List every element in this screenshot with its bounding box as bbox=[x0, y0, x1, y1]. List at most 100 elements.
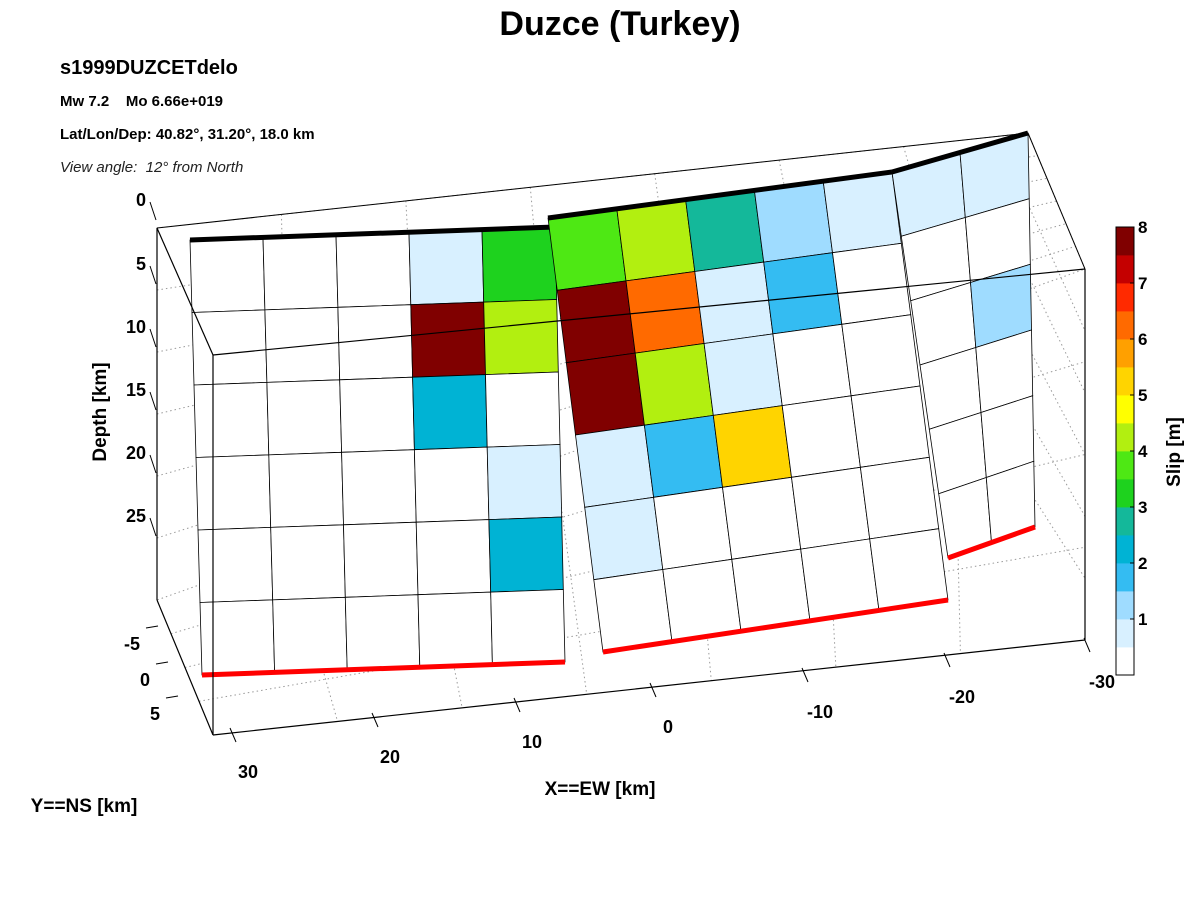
x-tick-label: 10 bbox=[522, 732, 542, 752]
slip-patch bbox=[412, 374, 488, 451]
z-tick-mark bbox=[149, 391, 157, 411]
slip-patch bbox=[413, 446, 490, 523]
colorbar-tick-label: 5 bbox=[1138, 386, 1147, 405]
z-tick-label: 5 bbox=[136, 254, 146, 274]
slip-patch bbox=[685, 189, 765, 272]
slip-patch bbox=[339, 376, 415, 453]
box-edge bbox=[1027, 132, 1086, 270]
slip-patch bbox=[547, 208, 627, 291]
slip-patch bbox=[264, 306, 341, 383]
z-tick-mark bbox=[149, 328, 157, 348]
magnitude-label: Mw 7.2 Mo 6.66e+019 bbox=[60, 93, 223, 110]
view-angle-label: View angle: 12° from North bbox=[60, 159, 243, 176]
x-tick-label: -10 bbox=[807, 702, 833, 722]
slip-patch bbox=[731, 548, 811, 632]
colorbar-step bbox=[1116, 255, 1134, 284]
slip-patch bbox=[694, 261, 774, 344]
slip-patch bbox=[556, 280, 636, 364]
slip-patch bbox=[616, 199, 696, 282]
x-tick-mark bbox=[371, 712, 379, 728]
slip-patch bbox=[753, 180, 833, 263]
slip-patch bbox=[634, 343, 714, 426]
fault-top-trace bbox=[891, 130, 1029, 175]
fault-top-trace bbox=[189, 224, 556, 243]
z-tick-label: 25 bbox=[126, 506, 146, 526]
colorbar-step bbox=[1116, 563, 1134, 592]
x-tick-mark bbox=[229, 727, 237, 743]
slip-patch bbox=[763, 252, 843, 335]
z-tick-mark bbox=[149, 454, 157, 474]
slip-patch bbox=[703, 333, 783, 416]
x-tick-label: 30 bbox=[238, 762, 258, 782]
colorbar-tick-label: 4 bbox=[1138, 442, 1148, 461]
y-axis-ticks: -505 bbox=[124, 625, 179, 724]
slip-patch bbox=[781, 395, 861, 478]
slip-patch bbox=[859, 456, 940, 540]
x-tick-label: -20 bbox=[949, 687, 975, 707]
y-tick-mark bbox=[155, 661, 169, 665]
slip-patch bbox=[643, 414, 723, 498]
colorbar-step bbox=[1116, 227, 1134, 256]
slip-patch bbox=[483, 299, 559, 376]
slip-patch bbox=[337, 304, 414, 381]
colorbar-step bbox=[1116, 479, 1134, 508]
y-tick-label: 0 bbox=[140, 670, 150, 690]
event-id-label: s1999DUZCETdelo bbox=[60, 57, 238, 79]
slip-patch bbox=[189, 236, 266, 313]
x-tick-mark bbox=[649, 682, 657, 698]
slip-patch bbox=[341, 449, 417, 526]
slip-patch bbox=[270, 524, 346, 601]
box-edge bbox=[156, 132, 1029, 229]
slip-patch bbox=[344, 594, 421, 671]
fault-bottom-edge bbox=[201, 659, 566, 678]
slip-patch bbox=[653, 486, 733, 570]
colorbar-step bbox=[1116, 451, 1134, 480]
colorbar: 1 2 3 4 5 6 7 8 bbox=[1115, 218, 1148, 676]
x-tick-label: -30 bbox=[1089, 672, 1115, 692]
slip-patch bbox=[488, 516, 564, 593]
colorbar-step bbox=[1116, 395, 1134, 424]
side-gridline bbox=[1027, 203, 1086, 332]
x-tick-mark bbox=[513, 697, 521, 713]
side-gridline bbox=[1027, 275, 1086, 393]
slip-patch bbox=[800, 538, 880, 622]
floor-gridline bbox=[198, 546, 1086, 702]
colorbar-step bbox=[1116, 283, 1134, 312]
z-tick-mark bbox=[149, 201, 157, 221]
colorbar-tick-label: 8 bbox=[1138, 218, 1147, 237]
slip-patch bbox=[193, 381, 270, 458]
colorbar-step bbox=[1116, 311, 1134, 340]
slip-patch bbox=[791, 466, 871, 550]
side-gridline bbox=[1027, 488, 1086, 579]
slip-patch bbox=[335, 231, 412, 308]
x-axis-label: X==EW [km] bbox=[545, 779, 656, 800]
z-tick-label: 0 bbox=[136, 190, 146, 210]
box-edge bbox=[156, 227, 214, 356]
colorbar-tick-label: 6 bbox=[1138, 330, 1147, 349]
floor-gridline bbox=[421, 505, 463, 708]
colorbar-tick-label: 1 bbox=[1138, 610, 1147, 629]
slip-patch bbox=[850, 385, 930, 468]
slip-patch bbox=[625, 271, 705, 354]
fault-bottom-edge bbox=[947, 524, 1036, 561]
slip-patch bbox=[191, 309, 268, 386]
slip-patch bbox=[417, 591, 493, 668]
fault-bottom-edge bbox=[602, 597, 949, 655]
slip-patch bbox=[822, 171, 902, 254]
slip-patch bbox=[869, 528, 949, 611]
slip-patch bbox=[593, 569, 673, 653]
x-tick-label: 20 bbox=[380, 747, 400, 767]
colorbar-label: Slip [m] bbox=[1164, 417, 1185, 487]
slip-patch bbox=[408, 229, 485, 306]
z-tick-mark bbox=[149, 265, 157, 285]
slip-patch bbox=[772, 323, 852, 407]
z-axis-label: Depth [km] bbox=[90, 362, 111, 461]
slip-patch bbox=[343, 521, 419, 598]
box-edge bbox=[156, 599, 214, 736]
slip-patch bbox=[266, 379, 343, 456]
slip-patch bbox=[262, 234, 339, 311]
slip-patch bbox=[199, 599, 276, 676]
y-axis-label: Y==NS [km] bbox=[31, 796, 138, 817]
fault-top-trace bbox=[547, 169, 893, 221]
